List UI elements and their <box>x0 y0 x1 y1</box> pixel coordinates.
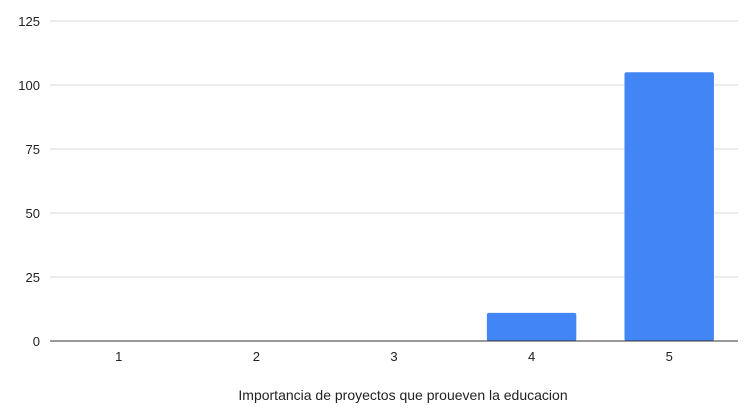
x-tick-label: 4 <box>528 349 535 364</box>
y-tick-label: 0 <box>33 334 40 349</box>
tick-labels: 0 25 50 75 100 125 1 2 3 4 5 <box>18 14 673 364</box>
y-tick-label: 100 <box>18 78 40 93</box>
x-tick-label: 1 <box>115 349 122 364</box>
bars <box>486 72 714 341</box>
x-axis-title: Importancia de proyectos que proueven la… <box>238 387 567 403</box>
x-tick-label: 2 <box>253 349 260 364</box>
y-tick-label: 125 <box>18 14 40 29</box>
gridlines <box>50 20 738 278</box>
bar-4 <box>486 312 577 341</box>
y-tick-label: 50 <box>26 206 40 221</box>
y-tick-label: 25 <box>26 270 40 285</box>
y-tick-label: 75 <box>26 142 40 157</box>
bar-5 <box>624 72 714 341</box>
x-tick-label: 5 <box>666 349 673 364</box>
x-tick-label: 3 <box>390 349 397 364</box>
